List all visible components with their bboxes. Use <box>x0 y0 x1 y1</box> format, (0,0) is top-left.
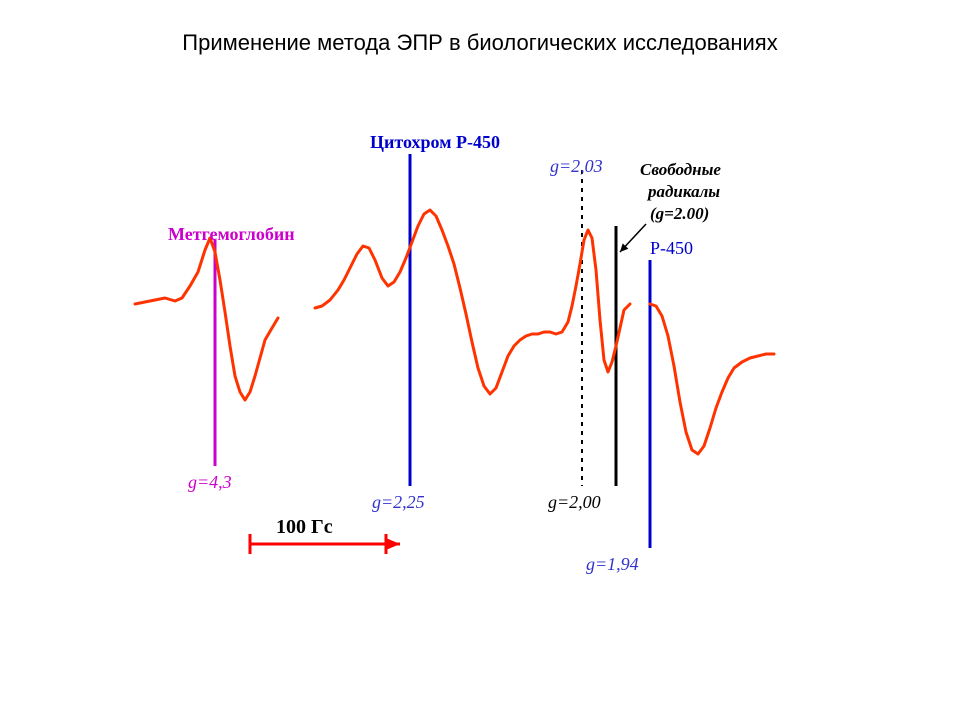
label-free-radicals-3: (g=2.00) <box>650 204 709 224</box>
label-free-radicals-1: Свободные <box>640 160 721 180</box>
label-g194: g=1,94 <box>586 554 639 575</box>
scale-arrow-head <box>386 538 400 550</box>
page-title: Применение метода ЭПР в биологических ис… <box>0 30 960 56</box>
spectrum-trace-2 <box>650 304 774 454</box>
label-p450: P-450 <box>650 238 693 259</box>
label-methemoglobin: Метгемоглобин <box>168 224 295 245</box>
spectrum-trace-1 <box>315 210 630 394</box>
label-scale: 100 Гс <box>276 516 333 539</box>
label-free-radicals-2: радикалы <box>648 182 720 202</box>
label-g43: g=4,3 <box>188 472 232 493</box>
spectrum-trace-0 <box>135 238 278 400</box>
label-cytochrome: Цитохром P-450 <box>370 132 500 153</box>
label-g225: g=2,25 <box>372 492 425 513</box>
label-g203: g=2,03 <box>550 156 603 177</box>
label-g200: g=2,00 <box>548 492 601 513</box>
chart-svg <box>110 110 850 630</box>
epr-spectrum-chart: Метгемоглобин Цитохром P-450 g=2,03 Своб… <box>110 110 850 630</box>
